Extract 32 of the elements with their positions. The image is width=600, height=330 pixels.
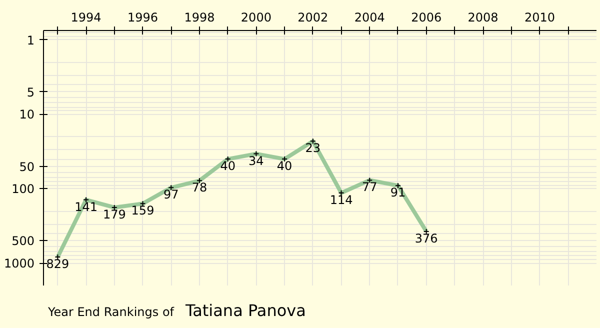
data-label: 91 <box>390 186 406 200</box>
data-label: 97 <box>163 188 179 202</box>
y-tick-label: 100 <box>12 182 34 196</box>
data-label: 376 <box>414 231 438 246</box>
x-tick-label: 2010 <box>524 10 556 24</box>
text: Tatiana Panova <box>185 301 306 320</box>
data-label: 40 <box>276 159 292 174</box>
x-tick-label: 2006 <box>411 10 442 24</box>
data-label: 77 <box>362 180 378 194</box>
x-tick-label: 1994 <box>70 10 102 24</box>
data-label: 179 <box>102 207 126 222</box>
x-tick-label: 1998 <box>184 10 215 24</box>
data-label: 78 <box>192 180 208 195</box>
data-label: 159 <box>131 204 154 218</box>
y-tick-label: 50 <box>19 160 35 174</box>
data-label: 34 <box>248 154 264 168</box>
y-tick-label: 1000 <box>4 256 35 271</box>
x-tick-label: 2004 <box>354 10 385 24</box>
x-tick-label: 2002 <box>298 10 328 24</box>
y-tick-label: 5 <box>26 85 35 100</box>
y-tick-label: 10 <box>19 108 35 122</box>
x-tick-label: 1996 <box>127 10 158 24</box>
y-tick-label: 1 <box>26 33 35 48</box>
x-tick-label: 2008 <box>468 10 498 24</box>
text: Year End Rankings of <box>48 305 174 319</box>
x-tick-label: 2000 <box>240 10 272 24</box>
data-label: 141 <box>74 200 98 214</box>
data-label: 114 <box>330 192 353 207</box>
data-label: 829 <box>46 257 70 272</box>
data-label: 40 <box>220 159 236 174</box>
y-tick-label: 500 <box>12 234 34 248</box>
data-label: 23 <box>305 141 321 156</box>
